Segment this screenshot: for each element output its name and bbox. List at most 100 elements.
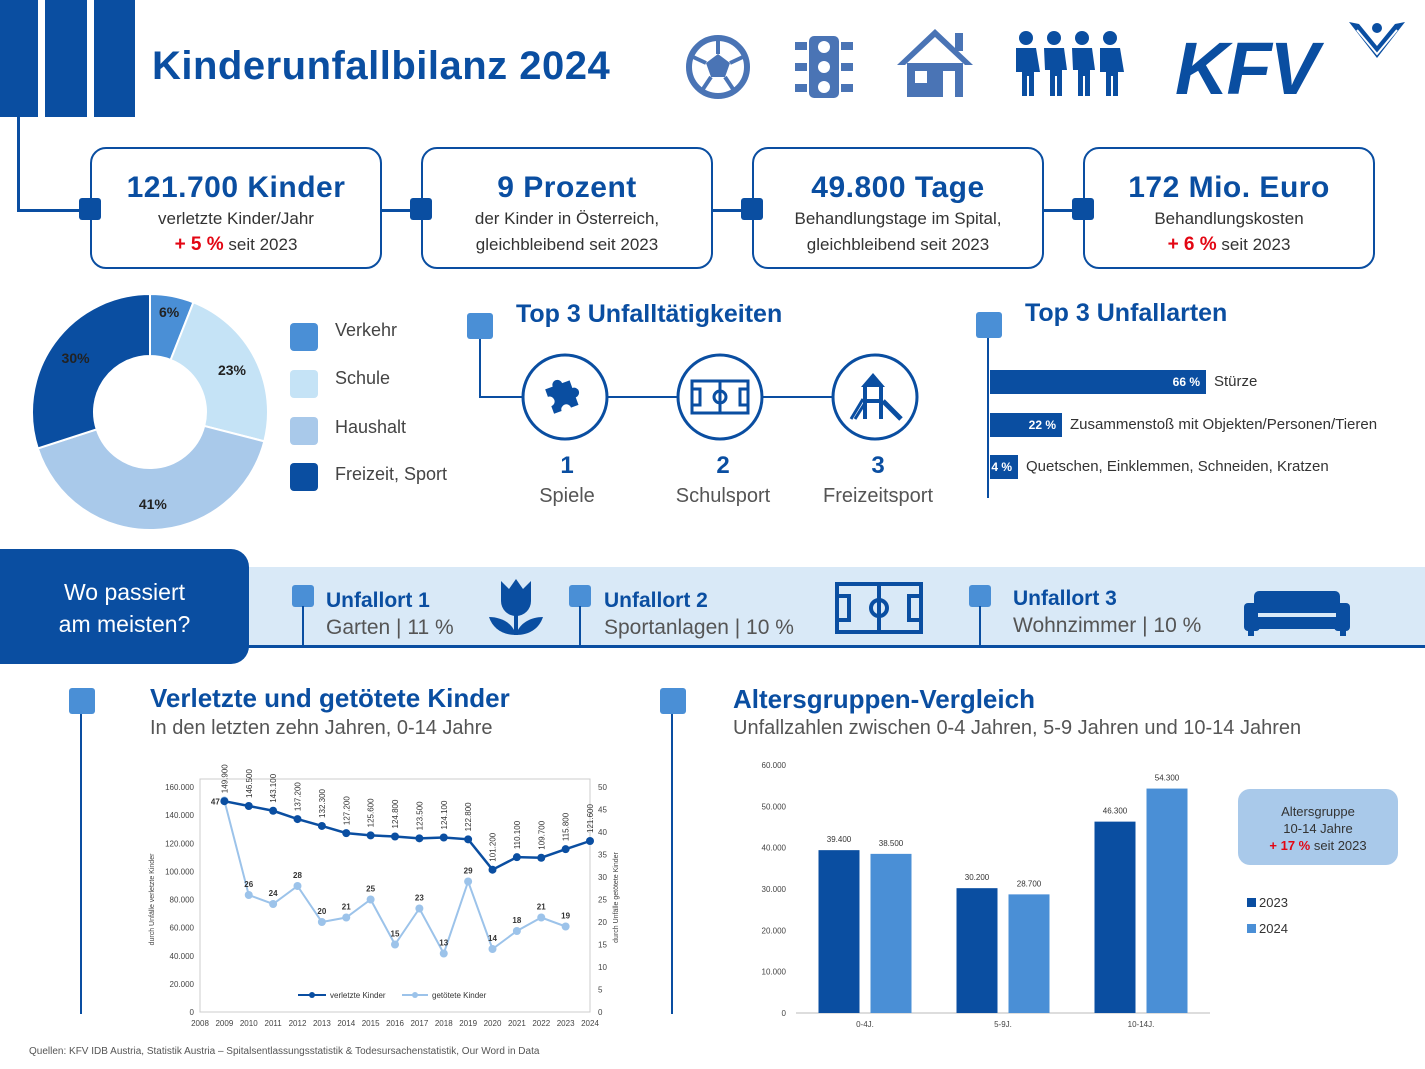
kpi-change-line: + 5 % seit 2023 — [92, 233, 380, 257]
type-label: Quetschen, Einklemmen, Schneiden, Kratze… — [1026, 458, 1329, 475]
bar-chart: 0 10.000 20.000 30.000 40.000 50.000 60.000 39.… — [762, 761, 1210, 1029]
x-tick: 2023 — [557, 1019, 575, 1028]
data-label-deaths: 15 — [391, 930, 400, 939]
location-square — [969, 585, 991, 607]
point-deaths — [537, 913, 546, 922]
kpi-label: der Kinder in Österreich, — [474, 209, 660, 228]
point-injured — [317, 821, 326, 830]
bar-section-title: Altersgruppen-Vergleich — [733, 684, 1035, 714]
kpi-label: Behandlungstage im Spital, — [794, 209, 1002, 228]
point-deaths — [439, 949, 448, 958]
x-tick: 2024 — [581, 1019, 599, 1028]
connector-line — [479, 339, 481, 397]
x-tick: 2014 — [337, 1019, 355, 1028]
activity-label: Schulsport — [675, 485, 771, 507]
data-label-deaths: 21 — [342, 903, 351, 912]
kpi-card-costs: 172 Mio. Euro Behandlungskosten + 6 % se… — [1083, 147, 1375, 269]
sports-field-icon — [835, 582, 923, 634]
location-title: Unfallort 2 — [604, 589, 708, 612]
data-label-deaths: 19 — [561, 912, 570, 921]
y-tick-right: 15 — [598, 941, 607, 950]
activities-title: Top 3 Unfalltätigkeiten — [516, 300, 783, 328]
data-label-deaths: 21 — [537, 903, 546, 912]
question-line: Wo passiert — [63, 579, 185, 605]
data-label-deaths: 29 — [464, 867, 473, 876]
footer-sources: Quellen: KFV IDB Austria, Statistik Aust… — [29, 1046, 540, 1057]
header-stripe — [45, 0, 87, 117]
family-icon — [1016, 31, 1124, 96]
y-tick-right: 40 — [598, 828, 607, 837]
point-deaths — [342, 913, 351, 922]
legend-marker-deaths — [412, 992, 418, 998]
kpi-change: + 5 % — [174, 234, 224, 255]
callout-change: + 17 % — [1269, 838, 1311, 853]
tulip-icon — [489, 579, 543, 635]
point-injured — [244, 801, 253, 810]
type-bar: 22 % — [990, 413, 1062, 437]
x-tick: 2020 — [484, 1019, 502, 1028]
location-band-edge — [0, 645, 1425, 648]
y-tick: 0 — [782, 1009, 787, 1018]
header-stripe — [0, 0, 38, 117]
plot-frame — [199, 778, 591, 1013]
section-line — [80, 714, 82, 1014]
x-tick: 2011 — [265, 1019, 283, 1028]
data-label-deaths: 26 — [244, 880, 253, 889]
type-label: Zusammenstoß mit Objekten/Personen/Tiere… — [1070, 416, 1378, 433]
legend-label: Schule — [335, 368, 391, 388]
y-tick-left: 80.000 — [170, 896, 195, 905]
y-tick-right: 35 — [598, 851, 607, 860]
y-tick-right: 5 — [598, 986, 603, 995]
page-title: Kinderunfallbilanz 2024 — [152, 44, 611, 88]
activity-rank: 3 — [871, 452, 885, 479]
point-injured — [415, 834, 424, 843]
bar-2024 — [870, 853, 912, 1013]
bar-value-label: 46.300 — [1103, 807, 1128, 816]
point-deaths — [512, 927, 521, 935]
data-label-injured: 123.500 — [415, 801, 424, 830]
data-label-injured: 132.300 — [318, 788, 327, 817]
x-tick: 2013 — [313, 1019, 331, 1028]
section-square — [467, 313, 493, 339]
activity-rank: 1 — [560, 452, 574, 479]
point-deaths — [366, 895, 375, 904]
y-tick-left: 140.000 — [165, 811, 194, 820]
x-tick: 2022 — [532, 1019, 550, 1028]
location-line — [979, 606, 981, 646]
kpi-change-line: + 6 % seit 2023 — [1085, 233, 1373, 257]
y-tick-left: 160.000 — [165, 783, 194, 792]
donut-slice — [36, 424, 266, 531]
y-tick-right: 25 — [598, 896, 607, 905]
point-injured — [586, 837, 594, 845]
legend-label: Verkehr — [335, 320, 398, 340]
question-box: Wo passiert am meisten? — [0, 549, 249, 664]
x-tick: 2019 — [459, 1019, 477, 1028]
point-injured — [220, 797, 229, 806]
donut-label: 41% — [139, 496, 168, 512]
y-tick: 60.000 — [762, 761, 787, 770]
point-injured — [439, 833, 448, 842]
data-label-deaths: 25 — [366, 885, 375, 894]
callout-suffix: seit 2023 — [1310, 838, 1367, 853]
y-tick-left: 100.000 — [165, 867, 194, 876]
kfv-logo: KFV — [1175, 20, 1415, 110]
kpi-value: 121.700 Kinder — [126, 171, 346, 204]
y-axis-label-right: durch Unfälle getötete Kinder — [613, 851, 620, 942]
kpi-card-days: 49.800 Tage Behandlungstage im Spital, g… — [752, 147, 1044, 269]
types-title: Top 3 Unfallarten — [1025, 299, 1228, 327]
connector-square — [79, 198, 101, 220]
x-tick: 2012 — [289, 1019, 307, 1028]
data-label-injured: 124.800 — [391, 799, 400, 828]
y-tick-left: 0 — [190, 1008, 195, 1017]
bar-2024 — [1146, 788, 1188, 1013]
kpi-label: gleichbleibend seit 2023 — [806, 235, 990, 254]
point-deaths — [464, 877, 473, 886]
location-square — [569, 585, 591, 607]
soccer-ball-icon — [686, 35, 750, 99]
point-deaths — [244, 891, 253, 899]
bar-2023 — [956, 888, 998, 1013]
line-section-subtitle: In den letzten zehn Jahren, 0-14 Jahre — [150, 717, 493, 739]
donut-label: 6% — [159, 304, 180, 320]
x-tick: 2018 — [435, 1019, 453, 1028]
